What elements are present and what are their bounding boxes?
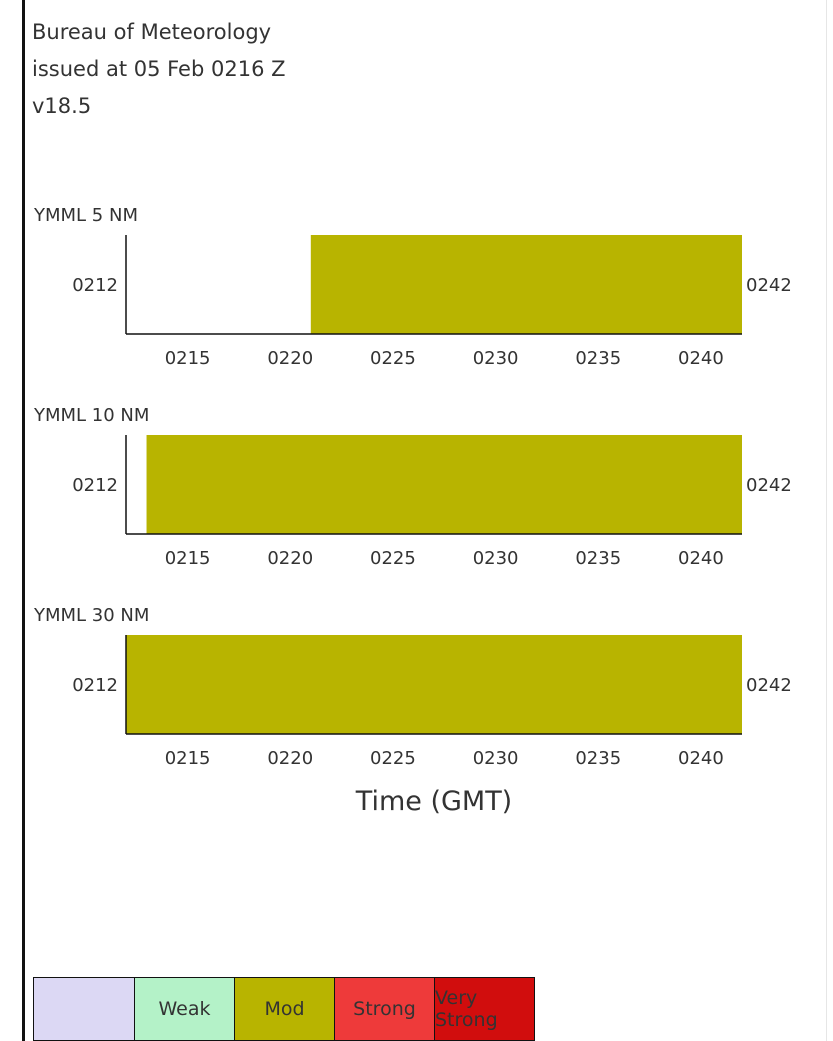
x-tick-label: 0220	[267, 748, 313, 769]
start-time-label: 0212	[72, 675, 118, 696]
page-right-border	[826, 0, 827, 1041]
start-time-label: 0212	[72, 275, 118, 296]
x-tick-label: 0240	[678, 748, 724, 769]
legend-item-label: Very Strong	[435, 987, 498, 1031]
x-tick-label: 0240	[678, 348, 724, 369]
x-tick-label: 0230	[473, 348, 519, 369]
x-tick-label: 0215	[165, 548, 211, 569]
x-tick-label: 0230	[473, 548, 519, 569]
x-tick-label: 0240	[678, 548, 724, 569]
legend-item: Strong	[334, 978, 434, 1040]
x-tick-label: 0230	[473, 748, 519, 769]
end-time-label: 0242	[746, 675, 792, 696]
forecast-bar	[146, 435, 743, 534]
intensity-legend: Weak Mod Strong Very Strong	[33, 977, 535, 1041]
x-tick-label: 0215	[165, 348, 211, 369]
forecast-bar	[126, 635, 742, 734]
x-tick-label: 0235	[575, 748, 621, 769]
panel-title: YMML 5 NM	[33, 205, 138, 226]
legend-item: Weak	[134, 978, 234, 1040]
legend-item: Very Strong	[434, 978, 534, 1040]
panel-title: YMML 10 NM	[33, 405, 149, 426]
legend-item	[34, 978, 134, 1040]
forecast-bar	[310, 235, 742, 334]
legend-item-label: Weak	[158, 998, 211, 1020]
end-time-label: 0242	[746, 275, 792, 296]
forecast-chart: YMML 5 NM 0212 0242 0215 0220 0225 0230 0235 024…	[33, 205, 792, 817]
issuer-text: Bureau of Meteorology	[32, 20, 272, 44]
header: Bureau of Meteorology issued at 05 Feb 0…	[32, 14, 286, 125]
panel-title: YMML 30 NM	[33, 605, 149, 626]
version-text: v18.5	[32, 94, 92, 118]
x-tick-label: 0225	[370, 748, 416, 769]
legend-item: Mod	[234, 978, 334, 1040]
x-tick-label: 0215	[165, 748, 211, 769]
x-tick-label: 0235	[575, 548, 621, 569]
x-tick-label: 0225	[370, 548, 416, 569]
x-axis-title: Time (GMT)	[355, 786, 512, 817]
legend-item-label: Mod	[264, 998, 305, 1020]
legend-item-label: Strong	[353, 998, 416, 1020]
start-time-label: 0212	[72, 475, 118, 496]
x-tick-label: 0220	[267, 348, 313, 369]
x-tick-label: 0235	[575, 348, 621, 369]
x-tick-label: 0225	[370, 348, 416, 369]
page-left-border	[22, 0, 25, 1041]
x-tick-label: 0220	[267, 548, 313, 569]
issue-time-text: issued at 05 Feb 0216 Z	[32, 57, 286, 81]
end-time-label: 0242	[746, 475, 792, 496]
